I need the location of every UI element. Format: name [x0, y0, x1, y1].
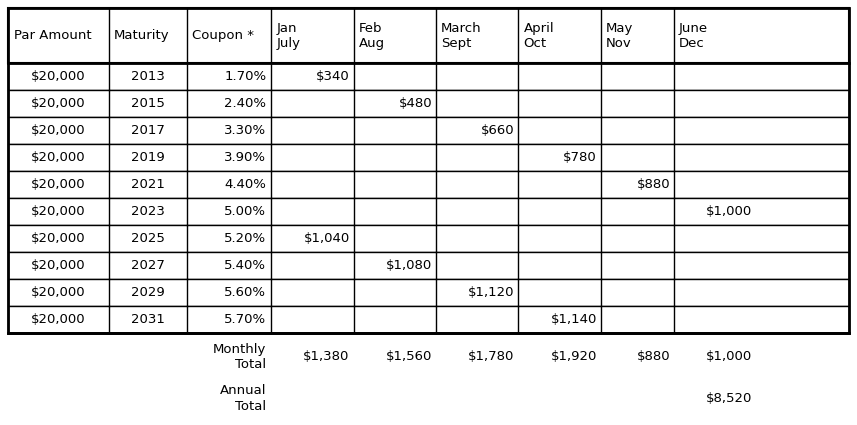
- Text: 2015: 2015: [131, 97, 165, 110]
- Text: $20,000: $20,000: [31, 286, 86, 299]
- Text: 2013: 2013: [131, 70, 165, 83]
- Text: 5.00%: 5.00%: [225, 205, 267, 218]
- Text: $780: $780: [563, 151, 597, 164]
- Text: $480: $480: [399, 97, 432, 110]
- Text: $20,000: $20,000: [31, 259, 86, 272]
- Text: Monthly
Total: Monthly Total: [213, 343, 267, 371]
- Text: $1,040: $1,040: [303, 232, 350, 245]
- Bar: [8, 171, 849, 198]
- Bar: [8, 90, 849, 117]
- Text: $20,000: $20,000: [31, 313, 86, 326]
- Text: $1,000: $1,000: [706, 205, 752, 218]
- Text: 5.70%: 5.70%: [225, 313, 267, 326]
- Text: $20,000: $20,000: [31, 124, 86, 137]
- Bar: [8, 279, 849, 306]
- Text: 3.90%: 3.90%: [225, 151, 267, 164]
- Text: $20,000: $20,000: [31, 97, 86, 110]
- Text: 2.40%: 2.40%: [225, 97, 267, 110]
- Text: Par Amount: Par Amount: [14, 29, 92, 42]
- Text: 2029: 2029: [131, 286, 165, 299]
- Bar: [8, 225, 849, 252]
- Text: $1,140: $1,140: [550, 313, 597, 326]
- Text: 5.20%: 5.20%: [225, 232, 267, 245]
- Bar: [8, 117, 849, 144]
- Text: $1,780: $1,780: [468, 350, 514, 363]
- Text: 3.30%: 3.30%: [225, 124, 267, 137]
- Text: $880: $880: [637, 178, 670, 191]
- Bar: [8, 306, 849, 333]
- Text: Jan
July: Jan July: [276, 22, 300, 49]
- Text: $660: $660: [481, 124, 514, 137]
- Text: 4.40%: 4.40%: [225, 178, 267, 191]
- Text: $1,560: $1,560: [386, 350, 432, 363]
- Bar: [8, 8, 849, 333]
- Text: $1,380: $1,380: [303, 350, 350, 363]
- Text: Maturity: Maturity: [114, 29, 170, 42]
- Text: $20,000: $20,000: [31, 232, 86, 245]
- Text: 1.70%: 1.70%: [225, 70, 267, 83]
- Text: 5.60%: 5.60%: [225, 286, 267, 299]
- Text: 2025: 2025: [131, 232, 165, 245]
- Text: June
Dec: June Dec: [679, 22, 708, 49]
- Text: $340: $340: [316, 70, 350, 83]
- Text: 5.40%: 5.40%: [225, 259, 267, 272]
- Bar: [8, 252, 849, 279]
- Text: $1,000: $1,000: [706, 350, 752, 363]
- Text: $20,000: $20,000: [31, 178, 86, 191]
- Bar: [8, 8, 849, 63]
- Text: $1,120: $1,120: [468, 286, 514, 299]
- Text: $20,000: $20,000: [31, 70, 86, 83]
- Text: $20,000: $20,000: [31, 205, 86, 218]
- Text: Coupon *: Coupon *: [192, 29, 255, 42]
- Bar: [8, 63, 849, 90]
- Bar: [8, 198, 849, 225]
- Text: 2021: 2021: [131, 178, 165, 191]
- Text: Annual
Total: Annual Total: [219, 385, 267, 413]
- Text: $8,520: $8,520: [706, 392, 752, 405]
- Text: 2027: 2027: [131, 259, 165, 272]
- Text: March
Sept: March Sept: [441, 22, 482, 49]
- Text: $1,920: $1,920: [550, 350, 597, 363]
- Text: 2031: 2031: [131, 313, 165, 326]
- Text: Feb
Aug: Feb Aug: [358, 22, 385, 49]
- Text: May
Nov: May Nov: [606, 22, 633, 49]
- Text: 2023: 2023: [131, 205, 165, 218]
- Bar: [8, 144, 849, 171]
- Text: 2019: 2019: [131, 151, 165, 164]
- Text: $1,080: $1,080: [386, 259, 432, 272]
- Text: $20,000: $20,000: [31, 151, 86, 164]
- Text: $880: $880: [637, 350, 670, 363]
- Text: 2017: 2017: [131, 124, 165, 137]
- Text: April
Oct: April Oct: [524, 22, 554, 49]
